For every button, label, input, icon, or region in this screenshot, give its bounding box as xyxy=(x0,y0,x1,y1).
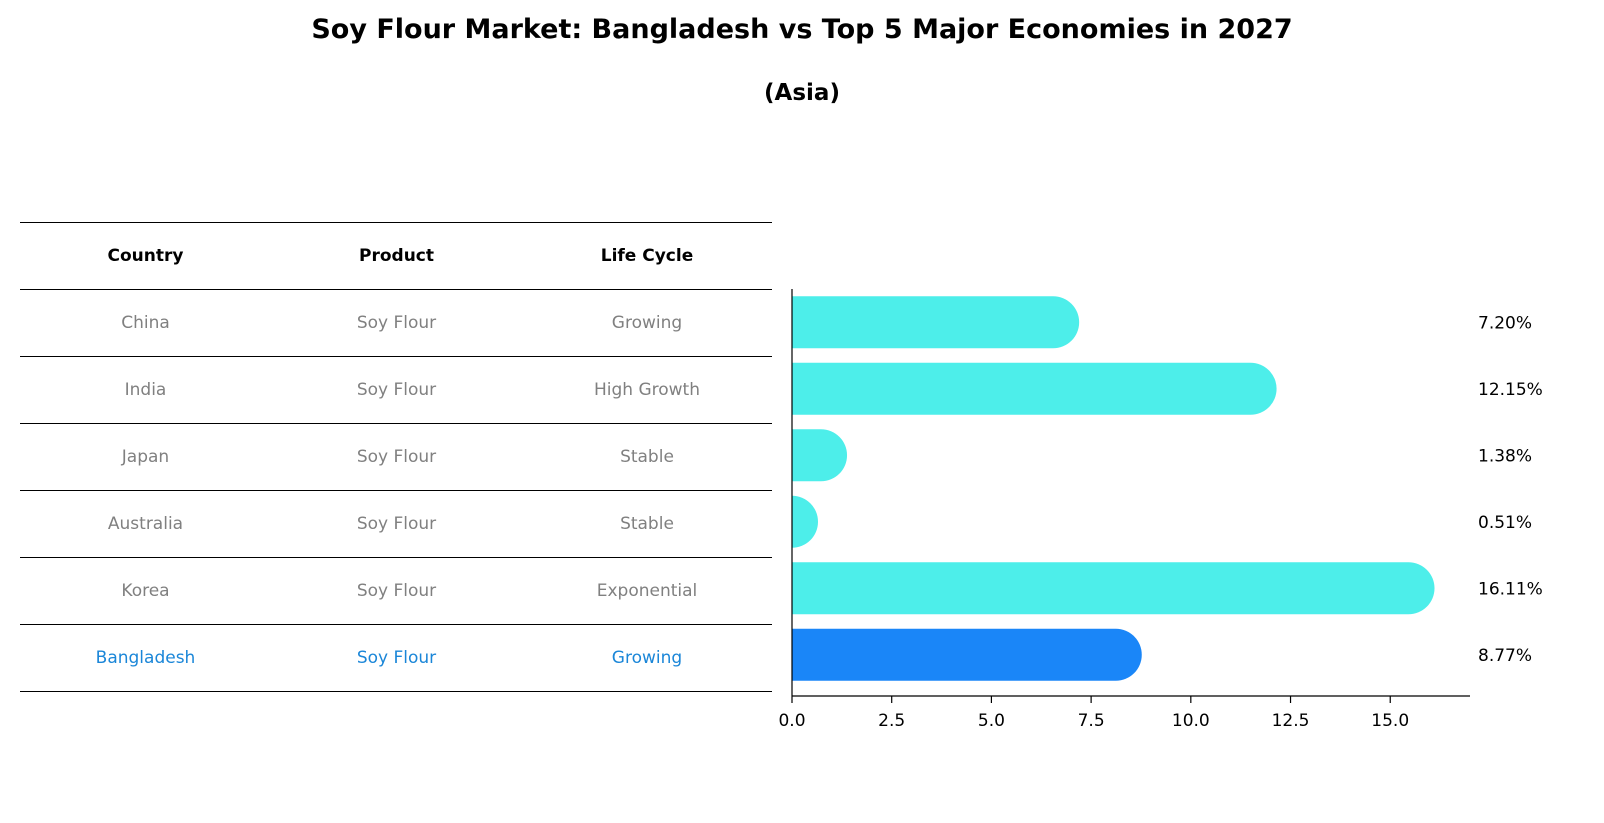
x-tick-label: 10.0 xyxy=(1172,711,1210,731)
cell-country: Japan xyxy=(121,447,170,467)
cell-product: Soy Flour xyxy=(356,514,437,534)
cell-life-cycle: Stable xyxy=(620,514,674,534)
cell-product: Soy Flour xyxy=(356,447,437,467)
table-row: Korea Soy Flour Exponential xyxy=(20,558,772,625)
x-tick-label: 2.5 xyxy=(878,711,905,731)
table-row: Japan Soy Flour Stable xyxy=(20,424,772,491)
x-tick-label: 12.5 xyxy=(1272,711,1310,731)
cell-country: China xyxy=(121,313,170,333)
cell-country: Australia xyxy=(107,514,184,534)
cell-product: Soy Flour xyxy=(356,380,437,400)
table-row-highlight: Bangladesh Soy Flour Growing xyxy=(20,625,772,692)
bar-india xyxy=(792,362,1277,415)
header-life-cycle: Life Cycle xyxy=(600,246,694,266)
cell-life-cycle: Exponential xyxy=(596,581,698,601)
cell-life-cycle: Stable xyxy=(620,447,674,467)
cell-product: Soy Flour xyxy=(356,313,437,333)
x-tick-label: 7.5 xyxy=(1078,711,1105,731)
bar-value-label: 1.38% xyxy=(1478,446,1532,466)
x-tick-label: 5.0 xyxy=(978,711,1005,731)
header-product: Product xyxy=(359,246,434,266)
cell-product: Soy Flour xyxy=(356,648,437,668)
bar-china xyxy=(792,296,1080,349)
bar-value-label: 8.77% xyxy=(1478,646,1532,666)
cell-life-cycle: Growing xyxy=(611,313,683,333)
bar-korea xyxy=(792,562,1435,615)
cell-product: Soy Flour xyxy=(356,581,437,601)
cell-life-cycle: Growing xyxy=(611,648,683,668)
cell-country: Bangladesh xyxy=(95,648,196,668)
bar-australia xyxy=(792,495,819,548)
x-tick-label: 15.0 xyxy=(1371,711,1409,731)
cell-country: Korea xyxy=(121,581,170,601)
bar-bangladesh xyxy=(792,628,1142,681)
chart-subtitle: (Asia) xyxy=(764,80,840,106)
bar-value-label: 7.20% xyxy=(1478,313,1532,333)
bar-value-label: 16.11% xyxy=(1478,579,1543,599)
chart-title: Soy Flour Market: Bangladesh vs Top 5 Ma… xyxy=(311,14,1293,45)
table-row: China Soy Flour Growing xyxy=(20,290,772,357)
bar-value-label: 0.51% xyxy=(1478,513,1532,533)
table-header-row: Country Product Life Cycle xyxy=(20,222,772,290)
table-row: Australia Soy Flour Stable xyxy=(20,491,772,558)
cell-country: India xyxy=(124,380,167,400)
header-country: Country xyxy=(107,246,184,266)
table-row: India Soy Flour High Growth xyxy=(20,357,772,424)
bar-value-label: 12.15% xyxy=(1478,380,1543,400)
x-tick-label: 0.0 xyxy=(778,711,805,731)
cell-life-cycle: High Growth xyxy=(593,380,700,400)
bar-japan xyxy=(792,429,848,482)
data-table: Country Product Life Cycle China Soy Flo… xyxy=(20,222,772,692)
